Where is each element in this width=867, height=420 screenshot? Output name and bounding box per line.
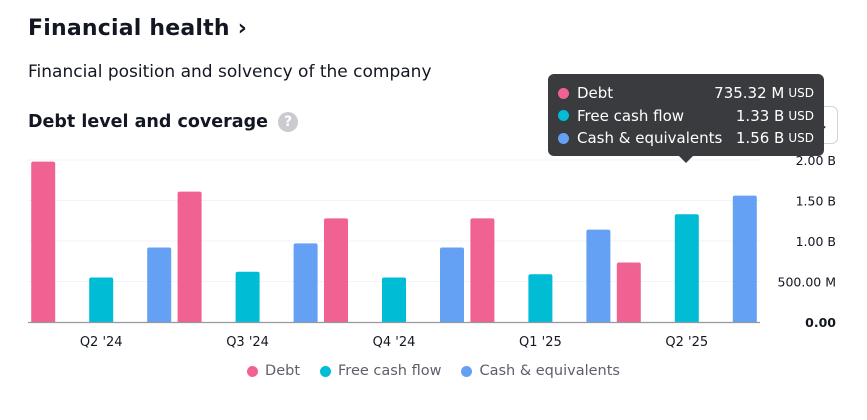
- bar-debt: [470, 218, 494, 322]
- y-tick-label: 1.50 B: [796, 194, 836, 209]
- bar-cash: [586, 230, 610, 322]
- debt-dot-icon: [247, 366, 258, 377]
- tooltip-label: Debt: [577, 84, 714, 102]
- bar-cash: [440, 247, 464, 322]
- legend-label: Free cash flow: [338, 363, 441, 379]
- bar-debt: [324, 218, 348, 322]
- chart-tooltip: Debt 735.32 M USD Free cash flow 1.33 B …: [548, 74, 824, 156]
- legend-label: Cash & equivalents: [479, 363, 619, 379]
- bar-fcf: [528, 274, 552, 322]
- legend-item-cash[interactable]: Cash & equivalents: [461, 363, 619, 379]
- bar-cash: [294, 243, 318, 322]
- bar-cash: [147, 247, 171, 322]
- chart-legend: Debt Free cash flow Cash & equivalents: [0, 363, 867, 379]
- bar-fcf: [89, 277, 113, 322]
- tooltip-label: Free cash flow: [577, 107, 736, 125]
- bar-fcf: [382, 277, 406, 322]
- y-tick-label: 0.00: [805, 315, 836, 330]
- bar-debt: [617, 262, 641, 322]
- bar-cash: [733, 196, 757, 322]
- tooltip-row-cash: Cash & equivalents 1.56 B USD: [558, 127, 814, 150]
- tooltip-row-debt: Debt 735.32 M USD: [558, 82, 814, 105]
- cash-dot-icon: [461, 366, 472, 377]
- x-tick-label: Q2 '24: [80, 335, 123, 350]
- bar-fcf: [236, 272, 260, 322]
- bar-debt: [31, 162, 55, 322]
- y-tick-label: 500.00 M: [778, 275, 837, 290]
- x-tick-label: Q4 '24: [373, 335, 416, 350]
- fcf-dot-icon: [558, 110, 569, 121]
- debt-dot-icon: [558, 88, 569, 99]
- tooltip-row-fcf: Free cash flow 1.33 B USD: [558, 105, 814, 128]
- bar-fcf: [675, 214, 699, 322]
- x-tick-label: Q1 '25: [519, 335, 562, 350]
- tooltip-label: Cash & equivalents: [577, 129, 736, 147]
- tooltip-value: 735.32 M: [714, 84, 784, 102]
- tooltip-unit: USD: [788, 131, 814, 145]
- legend-item-debt[interactable]: Debt: [247, 363, 300, 379]
- legend-label: Debt: [265, 363, 300, 379]
- tooltip-value: 1.56 B: [736, 129, 784, 147]
- tooltip-unit: USD: [788, 109, 814, 123]
- x-tick-label: Q2 '25: [665, 335, 708, 350]
- fcf-dot-icon: [320, 366, 331, 377]
- y-tick-label: 1.00 B: [796, 234, 836, 249]
- tooltip-value: 1.33 B: [736, 107, 784, 125]
- legend-item-fcf[interactable]: Free cash flow: [320, 363, 441, 379]
- bar-debt: [178, 192, 202, 322]
- tooltip-unit: USD: [788, 86, 814, 100]
- cash-dot-icon: [558, 133, 569, 144]
- x-tick-label: Q3 '24: [226, 335, 269, 350]
